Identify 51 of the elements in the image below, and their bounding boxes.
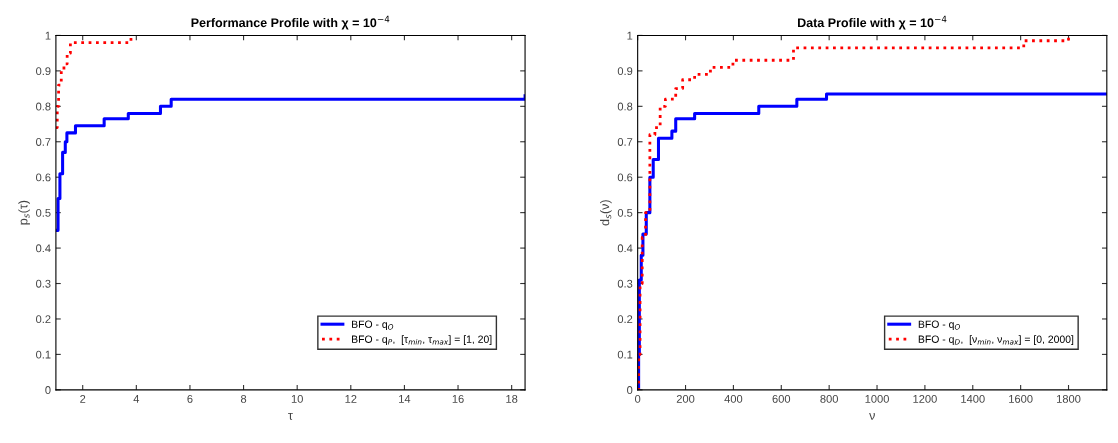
x-tick-label: 1000: [865, 394, 889, 403]
x-tick-label: 1800: [1057, 394, 1081, 403]
y-tick-label: 0.2: [36, 315, 51, 324]
chart-title: Data Profile with χ = 10$^{−4}$: [798, 15, 947, 30]
y-tick-label: 0: [627, 386, 633, 394]
y-tick-label: 0.2: [617, 315, 633, 324]
y-tick-label: 0.5: [617, 208, 633, 217]
x-tick-label: 600: [772, 394, 791, 403]
x-tick-label: 200: [676, 394, 695, 403]
x-axis-title: τ: [288, 413, 293, 420]
y-tick-label: 0.4: [617, 244, 633, 253]
x-tick-label: 1400: [961, 394, 985, 403]
y-tick-label: 0.6: [617, 173, 633, 182]
legend-label: BFO - q$_{O}$: [352, 320, 394, 330]
y-tick-label: 0.8: [617, 102, 633, 111]
x-tick-label: 0: [635, 394, 641, 403]
x-tick-label: 800: [820, 394, 838, 403]
y-tick-label: 1: [45, 31, 51, 40]
y-tick-label: 0.5: [36, 208, 51, 217]
y-tick-label: 0.3: [617, 279, 633, 288]
y-axis-title: d$_{s}$(ν): [600, 200, 612, 226]
x-tick-label: 16: [452, 394, 464, 403]
y-tick-label: 1: [627, 31, 633, 40]
y-tick-label: 0.9: [36, 67, 51, 76]
y-tick-label: 0.1: [36, 350, 51, 359]
chart-title: Performance Profile with χ = 10$^{−4}$: [191, 15, 390, 30]
y-axis-title: p$_{s}$(τ): [18, 200, 30, 225]
y-tick-label: 0.7: [36, 138, 51, 146]
y-tick-label: 0: [45, 386, 51, 394]
x-axis-title: ν: [869, 413, 875, 420]
y-tick-label: 0.7: [617, 138, 633, 146]
x-tick-label: 1600: [1009, 394, 1033, 403]
y-tick-label: 0.3: [36, 279, 51, 288]
y-tick-label: 0.6: [36, 173, 51, 182]
x-tick-label: 1200: [913, 394, 937, 403]
x-tick-label: 6: [187, 394, 193, 403]
y-tick-label: 0.8: [36, 102, 51, 111]
x-tick-label: 14: [399, 395, 411, 403]
x-tick-label: 12: [345, 394, 357, 403]
x-tick-label: 2: [80, 394, 86, 403]
x-tick-label: 8: [240, 394, 247, 403]
legend-label: BFO - q$_{P}$, [τ$_{min}$, τ$_{max}$] = [1, 20]: [352, 335, 492, 345]
x-tick-label: 10: [291, 394, 303, 403]
legend-label: BFO - q$_{D}$, [ν$_{min}$, ν$_{max}$] = [0, 2000]: [918, 335, 1074, 345]
x-tick-label: 4: [133, 395, 140, 403]
x-tick-label: 18: [506, 394, 518, 403]
y-tick-label: 0.1: [617, 350, 633, 359]
x-tick-label: 400: [724, 394, 743, 403]
legend-label: BFO - q$_{O}$: [918, 320, 960, 330]
y-tick-label: 0.4: [36, 244, 51, 253]
y-tick-label: 0.9: [617, 67, 633, 76]
